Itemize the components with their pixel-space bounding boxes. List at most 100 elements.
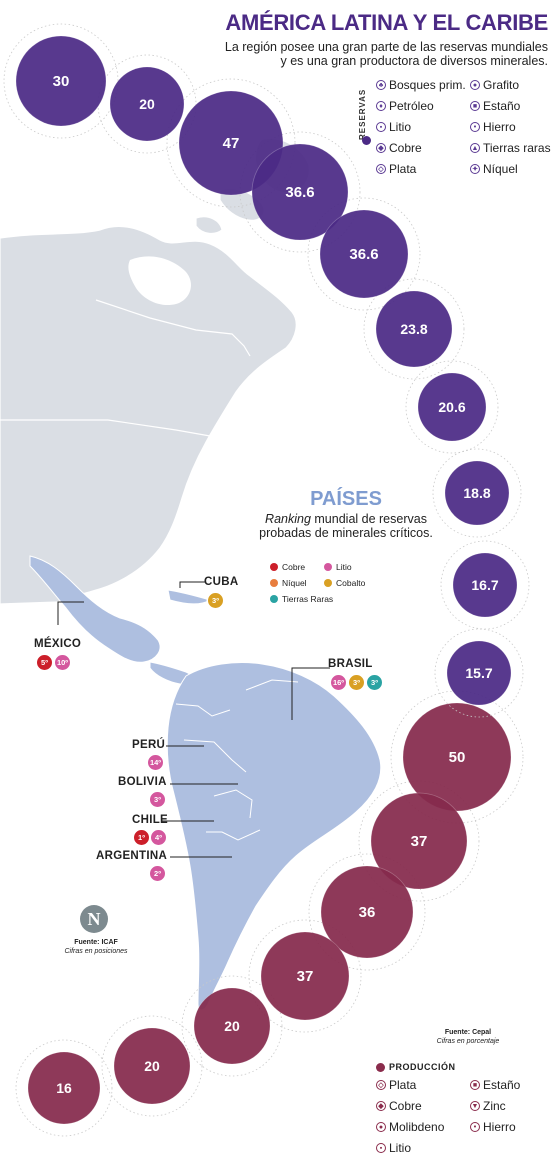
- reserves-bubble-0: [15, 35, 107, 127]
- production-ring-3: [248, 919, 362, 1033]
- forest-icon: ♣: [376, 80, 386, 90]
- reserves-bubble-label-7: 18.8: [463, 485, 490, 501]
- reserves-bubble-1: [109, 66, 185, 142]
- silver-icon: ◇: [376, 1080, 386, 1090]
- legend-item-cobre-prod: ◆ Cobre: [376, 1099, 422, 1113]
- nickel-dot-icon: [270, 579, 278, 587]
- legend-item-tierras-raras: ▲ Tierras raras: [470, 141, 551, 155]
- production-bubble-label-5: 20: [144, 1058, 160, 1074]
- production-bubble-1: [370, 792, 468, 890]
- reserves-bubble-label-0: 30: [53, 73, 70, 90]
- legend-item-plata: ◇ Plata: [376, 162, 416, 176]
- rank-badge-bolivia-litio: 3º: [150, 792, 165, 807]
- reserves-bubble-label-9: 15.7: [465, 665, 492, 681]
- source-left: Fuente: ICAF Cifras en posiciones: [64, 939, 128, 955]
- copper-dot-icon: [270, 563, 278, 571]
- reserves-bubble-6: [417, 372, 487, 442]
- production-bubble-5: [113, 1027, 191, 1105]
- legend-item-hierro: • Hierro: [470, 120, 516, 134]
- production-bubble-label-0: 50: [449, 749, 466, 766]
- country-label-mexico: MÉXICO: [34, 638, 82, 650]
- paises-title: PAÍSES: [310, 488, 382, 510]
- rank-badge-brasil-tierras-raras: 3º: [367, 675, 382, 690]
- legend-item-niquel: ✦ Níquel: [470, 162, 518, 176]
- legend-item-grafito: ● Grafito: [470, 78, 519, 92]
- graphite-icon: ●: [470, 80, 480, 90]
- production-bubble-3: [260, 931, 350, 1021]
- reserves-ring-8: [440, 540, 530, 630]
- country-label-bolivia: BOLIVIA: [118, 776, 167, 788]
- production-bubble-label-6: 16: [56, 1080, 72, 1096]
- page-title: AMÉRICA LATINA Y EL CARIBE: [225, 10, 548, 35]
- rank-badge-mexico-litio: 10º: [55, 655, 70, 670]
- rank-badge-peru-litio: 14º: [148, 755, 163, 770]
- country-label-peru: PERÚ: [132, 739, 166, 751]
- production-bubble-4: [193, 987, 271, 1065]
- rank-badge-brasil-litio: 16º: [331, 675, 346, 690]
- reserves-ring-6: [405, 360, 499, 454]
- reserves-ring-1: [97, 54, 197, 154]
- reserves-legend-heading: RESERVAS: [358, 88, 367, 140]
- reserves-ring-4: [307, 197, 421, 311]
- rank-badge-argentina-litio: 2º: [150, 866, 165, 881]
- mini-legend-cobalto: Cobalto: [324, 578, 365, 588]
- legend-item-molibdeno-prod: ● Molibdeno: [376, 1120, 444, 1134]
- reserves-ring-5: [363, 278, 465, 380]
- mini-legend-cobre: Cobre: [270, 562, 305, 572]
- legend-item-cobre: ◆ Cobre: [376, 141, 422, 155]
- production-bubble-2: [320, 865, 414, 959]
- production-ring-0: [390, 690, 524, 824]
- production-bubble-0: [402, 702, 512, 812]
- reserves-bubble-label-4: 36.6: [349, 246, 378, 263]
- legend-item-hierro-prod: • Hierro: [470, 1120, 516, 1134]
- legend-item-litio-prod: ▪ Litio: [376, 1141, 411, 1155]
- paises-subtitle: Ranking mundial de reservas probadas de …: [259, 512, 433, 540]
- legend-item-petroleo: ♦ Petróleo: [376, 99, 434, 113]
- production-legend-heading: PRODUCCIÓN: [376, 1062, 456, 1072]
- copper-icon: ◆: [376, 143, 386, 153]
- reserves-ring-2: [166, 78, 296, 208]
- oil-drop-icon: ♦: [376, 101, 386, 111]
- lithium-icon: ▪: [376, 1143, 386, 1153]
- source-right: Fuente: Cepal Cifras en porcentaje: [436, 1029, 500, 1045]
- lithium-icon: ▪: [376, 122, 386, 132]
- legend-item-plata-prod: ◇ Plata: [376, 1078, 416, 1092]
- rank-badge-mexico-cobre: 5º: [37, 655, 52, 670]
- latin-america-landmass: [29, 555, 382, 1011]
- country-label-argentina: ARGENTINA: [96, 850, 168, 862]
- production-bubble-6: [27, 1051, 101, 1125]
- reserves-bubble-5: [375, 290, 453, 368]
- production-dot-icon: [376, 1062, 385, 1072]
- leader-lines: [57, 581, 330, 858]
- lithium-dot-icon: [324, 563, 332, 571]
- reserves-bubble-label-5: 23.8: [400, 321, 427, 337]
- reserves-bubble-label-8: 16.7: [471, 577, 498, 593]
- reserves-ring-7: [432, 448, 522, 538]
- reserves-bubble-8: [452, 552, 518, 618]
- cobalt-dot-icon: [324, 579, 332, 587]
- rank-badge-chile-litio: 4º: [151, 830, 166, 845]
- production-ring-2: [308, 853, 426, 971]
- page-subtitle: La región posee una gran parte de las re…: [224, 40, 548, 68]
- rank-badge-chile-cobre: 1º: [134, 830, 149, 845]
- mini-legend-tierras-raras: Tierras Raras: [270, 594, 333, 604]
- production-bubble-label-1: 37: [411, 833, 428, 850]
- production-bubble-label-4: 20: [224, 1018, 240, 1034]
- n-logo-icon: N: [80, 905, 108, 933]
- reserves-bubble-label-6: 20.6: [438, 399, 465, 415]
- legend-item-zinc-prod: ▼ Zinc: [470, 1099, 506, 1113]
- production-ring-1: [358, 780, 480, 902]
- country-label-chile: CHILE: [132, 814, 168, 826]
- production-ring-6: [15, 1039, 113, 1137]
- reserves-bubble-3: [251, 143, 349, 241]
- reserves-bubble-label-1: 20: [139, 96, 155, 112]
- production-ring-4: [181, 975, 283, 1077]
- reserves-bubble-label-2: 47: [223, 135, 240, 152]
- reserves-ring-9: [434, 628, 524, 718]
- country-label-brasil: BRASIL: [328, 658, 373, 670]
- country-label-cuba: CUBA: [204, 576, 239, 588]
- tin-icon: ■: [470, 1080, 480, 1090]
- legend-item-litio: ▪ Litio: [376, 120, 411, 134]
